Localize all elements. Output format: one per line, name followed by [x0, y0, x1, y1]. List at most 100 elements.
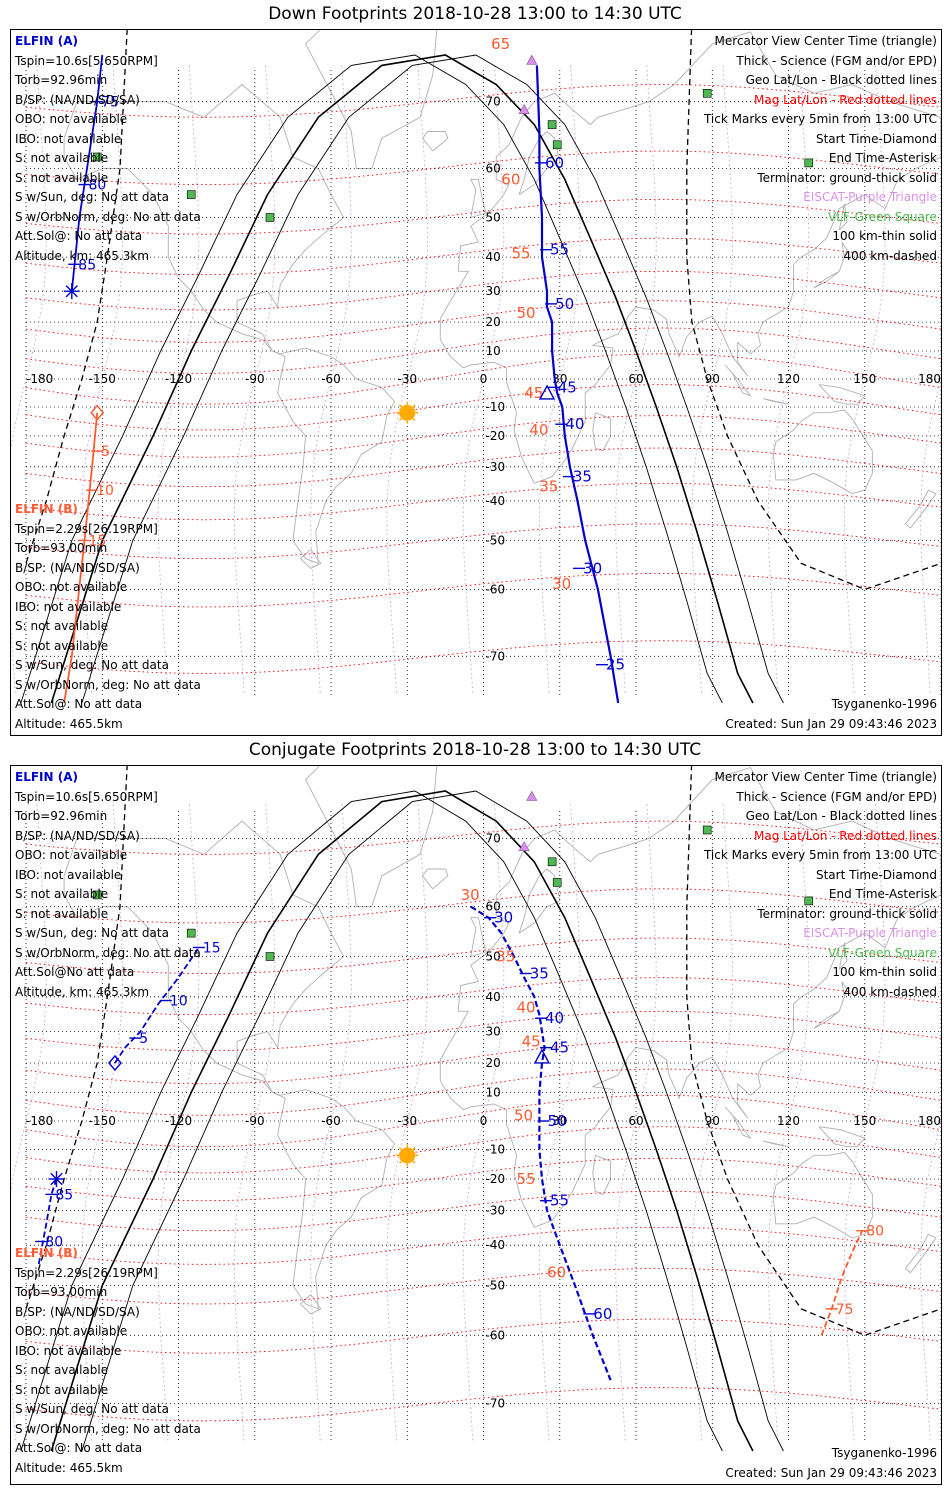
created-label: Created: Sun Jan 29 09:43:46 2023 — [725, 717, 937, 731]
down-footprints-map: -180 -150 -120 -90 -60 -30 0 30 60 90 120 150 180706… — [11, 30, 941, 704]
coastline — [305, 30, 438, 170]
vlf-square-marker — [547, 857, 557, 867]
science-tick-label: 40 — [565, 415, 584, 433]
science-tick-label: 50 — [548, 1112, 567, 1130]
coastline — [818, 1126, 866, 1148]
sun-ray — [398, 1147, 403, 1151]
down-panel-title: Down Footprints 2018-10-28 13:00 to 14:3… — [268, 4, 682, 24]
elfin-a-info-line: Att.Sol@: No att data — [15, 229, 143, 243]
coastline — [592, 1154, 612, 1195]
mag-latitude-line — [25, 270, 941, 311]
elfin-b-info-line: B/SP: (NA/ND/SD/SA) — [15, 1304, 140, 1319]
longitude-tick-label: 60 — [628, 1114, 643, 1128]
vlf-square-marker — [265, 952, 275, 961]
sun-ray — [398, 417, 403, 422]
elfin-a-info-line: Altitude, km: 465.3km — [15, 984, 150, 999]
latitude-tick-label: -60 — [486, 582, 506, 596]
elfin-b-science-tick-label: 65 — [491, 35, 510, 53]
latitude-tick-label: 50 — [486, 950, 501, 964]
elfin-b-info-line: Att.Sol@: No att data — [15, 1441, 143, 1455]
mag-meridian-line — [691, 801, 734, 1441]
legend-entry: VLF-Green Square — [828, 945, 937, 960]
geo-grid — [25, 70, 941, 695]
elfin-b-science-tick-label: 45 — [522, 1032, 541, 1050]
latitude-tick-label: -60 — [486, 1328, 506, 1342]
mag-meridian-line — [157, 801, 200, 1441]
science-tick-label: 50 — [555, 295, 574, 313]
latitude-tick-label: 30 — [486, 284, 501, 298]
coastline — [421, 131, 449, 152]
longitude-tick-label: -150 — [89, 372, 116, 386]
elfin-a-info-line: S w/OrbNorm, deg: No att data — [15, 209, 201, 224]
terminator-400km — [686, 30, 941, 591]
mag-meridian-line — [538, 65, 581, 693]
mag-meridian-line — [538, 801, 581, 1441]
mag-meridian-line — [615, 65, 657, 693]
terminator — [20, 30, 941, 704]
elfin-a-info-line: Torb=92.96min — [15, 73, 108, 87]
vlf-square-marker — [552, 140, 562, 150]
legend-entry: 100 km-thin solid — [832, 229, 937, 243]
sun-ray — [412, 1160, 416, 1164]
sun-ray — [412, 404, 416, 408]
longitude-tick-label: -30 — [397, 1114, 417, 1128]
mag-latitude-line — [25, 300, 941, 343]
mag-latitude-line — [25, 384, 941, 431]
vlf-square-marker — [804, 158, 814, 168]
center-time-triangle — [538, 384, 556, 400]
mag-meridian-line — [11, 65, 47, 693]
elfin-a-tick-label: 85 — [78, 257, 96, 273]
coastline — [518, 868, 561, 934]
longitude-tick-label: -60 — [321, 1114, 341, 1128]
mag-latitude-line — [25, 482, 941, 521]
vlf-square-marker — [186, 190, 196, 199]
latitude-tick-label: -10 — [486, 400, 506, 414]
mag-latitude-line — [25, 1126, 941, 1174]
latitude-tick-label: -30 — [486, 460, 506, 474]
elfin-b-info-line: S: not available — [15, 1382, 109, 1397]
model-label: Tsyganenko-1996 — [831, 697, 937, 711]
longitude-tick-label: 0 — [480, 372, 488, 386]
sun-disc — [399, 404, 416, 421]
conjugate-footprints-map-panel: -180 -150 -120 -90 -60 -30 0 30 60 90 120 150 180 70 6… — [10, 765, 942, 1485]
elfin-b-info-line: Altitude: 465.5km — [15, 1460, 123, 1475]
coastline — [299, 1294, 322, 1315]
coastlines — [63, 766, 941, 1315]
elfin-a-lines: Tspin=10.6s[5.650RPM] Torb=92.96min B/SP: … — [15, 52, 201, 263]
longitude-tick-label: 60 — [628, 372, 643, 386]
mag-meridian-line — [81, 801, 124, 1441]
coastline — [439, 31, 941, 484]
elfin-b-science-tick-label: 50 — [514, 1106, 533, 1124]
mag-latitude-line — [25, 977, 941, 1016]
legend-entry: Thick - Science (FGM and/or EPD) — [736, 789, 937, 804]
latitude-tick-label: 60 — [486, 162, 501, 176]
coastline — [305, 766, 438, 908]
longitude-tick-label: 90 — [705, 372, 720, 386]
legend-entry: Terminator: ground-thick solid — [757, 906, 937, 921]
vlf-square-marker — [186, 928, 196, 938]
longitude-tick-label: 90 — [705, 1114, 720, 1128]
science-tick-label: 45 — [550, 1039, 569, 1057]
eiscat-triangle-marker — [526, 54, 538, 65]
elfin-b-lines: Tspin=2.29s[26.19RPM] Torb=93.00min B/SP: … — [15, 520, 201, 731]
science-tick-label: 35 — [573, 468, 592, 486]
coastline — [421, 868, 449, 890]
mag-grid — [11, 801, 941, 1441]
elfin-a-track-line — [37, 1178, 58, 1265]
elfin-a-info-line: OBO: not available — [15, 112, 128, 126]
terminator-100km — [20, 54, 723, 704]
elfin-a-info-line: S: not available — [15, 170, 109, 185]
vlf-square-marker — [265, 213, 275, 222]
legend-entry: Mag Lat/Lon - Red dotted lines — [753, 828, 937, 843]
vlf-square-marker — [92, 152, 102, 162]
mag-meridian-line — [386, 65, 429, 693]
eiscat-triangle-marker — [518, 841, 530, 851]
science-tick-label: 60 — [545, 154, 564, 172]
coastline — [905, 489, 937, 529]
legend-entry: 400 km-dashed — [843, 248, 937, 263]
elfin-a-info-line: B/SP: (NA/ND/SD/SA) — [15, 828, 140, 843]
mag-meridian-line — [767, 65, 810, 693]
legend-entry: End Time-Asterisk — [828, 887, 937, 901]
sun-ray — [412, 1147, 416, 1151]
elfin-a-lines: Tspin=10.6s[5.650RPM] Torb=92.96min B/SP: … — [15, 788, 201, 999]
